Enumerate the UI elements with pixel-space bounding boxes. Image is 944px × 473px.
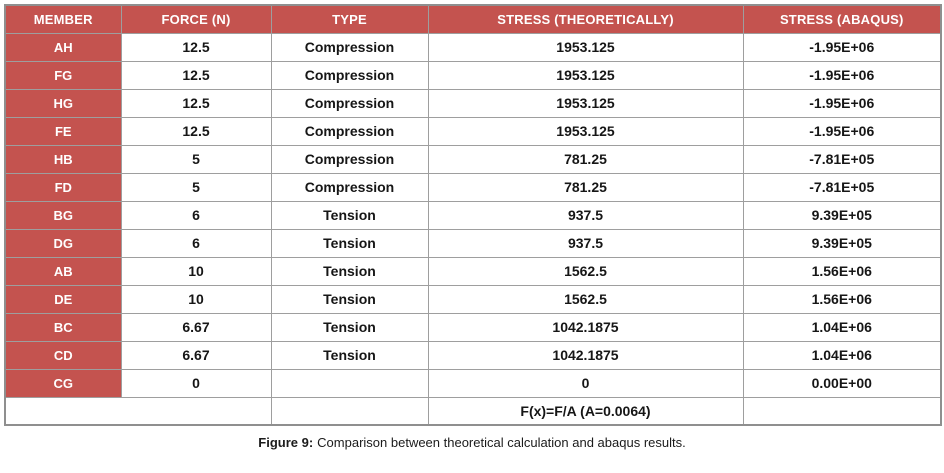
figure-caption: Figure 9: Comparison between theoretical … xyxy=(4,435,940,450)
member-cell: CD xyxy=(4,340,122,370)
stress-abaqus-cell: 1.56E+06 xyxy=(742,284,942,314)
stress-abaqus-cell: 1.04E+06 xyxy=(742,340,942,370)
type-cell: Tension xyxy=(270,228,429,258)
member-cell: HG xyxy=(4,88,122,118)
type-cell: Tension xyxy=(270,340,429,370)
stress-theoretical-cell: 781.25 xyxy=(427,144,744,174)
stress-abaqus-cell: -1.95E+06 xyxy=(742,88,942,118)
stress-theoretical-cell: 937.5 xyxy=(427,228,744,258)
member-cell: BC xyxy=(4,312,122,342)
type-cell: Compression xyxy=(270,116,429,146)
stress-theoretical-cell: 1953.125 xyxy=(427,88,744,118)
member-cell: FG xyxy=(4,60,122,90)
table-row: CD 6.67 Tension 1042.1875 1.04E+06 xyxy=(4,340,942,370)
table-row: AH 12.5 Compression 1953.125 -1.95E+06 xyxy=(4,32,942,62)
figure-caption-text: Comparison between theoretical calculati… xyxy=(317,435,686,450)
stress-abaqus-cell: -1.95E+06 xyxy=(742,60,942,90)
table-row: BC 6.67 Tension 1042.1875 1.04E+06 xyxy=(4,312,942,342)
formula-cell: F(x)=F/A (A=0.0064) xyxy=(427,396,744,426)
stress-theoretical-cell: 1042.1875 xyxy=(427,312,744,342)
type-cell: Tension xyxy=(270,256,429,286)
type-cell: Compression xyxy=(270,32,429,62)
table-row: DE 10 Tension 1562.5 1.56E+06 xyxy=(4,284,942,314)
figure-page: MEMBER FORCE (N) TYPE STRESS (THEORETICA… xyxy=(4,4,942,450)
type-cell: Compression xyxy=(270,88,429,118)
stress-theoretical-cell: 1562.5 xyxy=(427,284,744,314)
col-header-force: FORCE (N) xyxy=(120,4,272,34)
stress-abaqus-cell: 9.39E+05 xyxy=(742,228,942,258)
empty-cell xyxy=(270,396,429,426)
table-row: CG 0 0 0.00E+00 xyxy=(4,368,942,398)
force-cell: 12.5 xyxy=(120,88,272,118)
force-cell: 12.5 xyxy=(120,116,272,146)
type-cell: Tension xyxy=(270,312,429,342)
type-cell: Compression xyxy=(270,144,429,174)
force-cell: 6 xyxy=(120,200,272,230)
type-cell: Tension xyxy=(270,200,429,230)
stress-theoretical-cell: 1562.5 xyxy=(427,256,744,286)
stress-abaqus-cell: 9.39E+05 xyxy=(742,200,942,230)
stress-abaqus-cell: 1.04E+06 xyxy=(742,312,942,342)
type-cell: Compression xyxy=(270,60,429,90)
stress-theoretical-cell: 0 xyxy=(427,368,744,398)
col-header-member: MEMBER xyxy=(4,4,122,34)
member-cell: FD xyxy=(4,172,122,202)
member-cell: FE xyxy=(4,116,122,146)
force-cell: 6.67 xyxy=(120,340,272,370)
stress-abaqus-cell: -7.81E+05 xyxy=(742,172,942,202)
table-row: HB 5 Compression 781.25 -7.81E+05 xyxy=(4,144,942,174)
col-header-type: TYPE xyxy=(270,4,429,34)
force-cell: 12.5 xyxy=(120,60,272,90)
formula-row: F(x)=F/A (A=0.0064) xyxy=(4,396,942,426)
stress-theoretical-cell: 937.5 xyxy=(427,200,744,230)
force-cell: 10 xyxy=(120,256,272,286)
table-row: DG 6 Tension 937.5 9.39E+05 xyxy=(4,228,942,258)
stress-theoretical-cell: 781.25 xyxy=(427,172,744,202)
force-cell: 12.5 xyxy=(120,32,272,62)
type-cell: Compression xyxy=(270,172,429,202)
stress-theoretical-cell: 1953.125 xyxy=(427,32,744,62)
type-cell xyxy=(270,368,429,398)
table-row: HG 12.5 Compression 1953.125 -1.95E+06 xyxy=(4,88,942,118)
table-row: FD 5 Compression 781.25 -7.81E+05 xyxy=(4,172,942,202)
col-header-stress-theoretical: STRESS (THEORETICALLY) xyxy=(427,4,744,34)
force-cell: 5 xyxy=(120,144,272,174)
table-row: AB 10 Tension 1562.5 1.56E+06 xyxy=(4,256,942,286)
stress-theoretical-cell: 1953.125 xyxy=(427,116,744,146)
stress-abaqus-cell: -7.81E+05 xyxy=(742,144,942,174)
force-cell: 0 xyxy=(120,368,272,398)
member-cell: AB xyxy=(4,256,122,286)
table-row: FE 12.5 Compression 1953.125 -1.95E+06 xyxy=(4,116,942,146)
stress-comparison-table: MEMBER FORCE (N) TYPE STRESS (THEORETICA… xyxy=(4,4,942,426)
stress-abaqus-cell: -1.95E+06 xyxy=(742,32,942,62)
member-cell: CG xyxy=(4,368,122,398)
member-cell: BG xyxy=(4,200,122,230)
stress-theoretical-cell: 1042.1875 xyxy=(427,340,744,370)
member-cell: HB xyxy=(4,144,122,174)
stress-abaqus-cell: 1.56E+06 xyxy=(742,256,942,286)
force-cell: 5 xyxy=(120,172,272,202)
member-cell: DG xyxy=(4,228,122,258)
header-row: MEMBER FORCE (N) TYPE STRESS (THEORETICA… xyxy=(4,4,942,34)
member-cell: DE xyxy=(4,284,122,314)
empty-cell xyxy=(4,396,272,426)
figure-caption-label: Figure 9: xyxy=(258,435,314,450)
type-cell: Tension xyxy=(270,284,429,314)
stress-theoretical-cell: 1953.125 xyxy=(427,60,744,90)
empty-cell xyxy=(742,396,942,426)
stress-abaqus-cell: -1.95E+06 xyxy=(742,116,942,146)
force-cell: 6 xyxy=(120,228,272,258)
table-row: FG 12.5 Compression 1953.125 -1.95E+06 xyxy=(4,60,942,90)
stress-abaqus-cell: 0.00E+00 xyxy=(742,368,942,398)
member-cell: AH xyxy=(4,32,122,62)
force-cell: 10 xyxy=(120,284,272,314)
table-row: BG 6 Tension 937.5 9.39E+05 xyxy=(4,200,942,230)
force-cell: 6.67 xyxy=(120,312,272,342)
col-header-stress-abaqus: STRESS (ABAQUS) xyxy=(742,4,942,34)
